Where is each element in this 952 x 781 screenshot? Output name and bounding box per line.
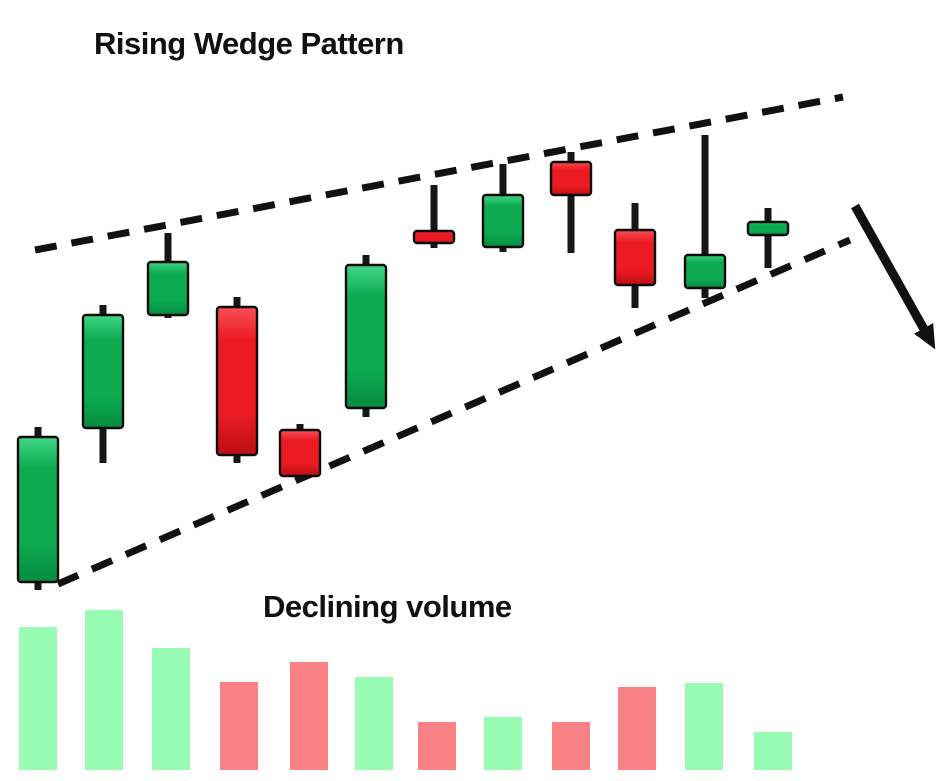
trendline-support-lower xyxy=(56,236,852,588)
candle-body-up xyxy=(481,193,525,249)
candlestick-up xyxy=(81,305,125,463)
volume-bar-up xyxy=(754,732,792,770)
volume-bar-down xyxy=(290,662,328,770)
trendline-resistance-upper xyxy=(34,93,844,254)
candle-wick xyxy=(764,208,772,268)
volume-bar-up xyxy=(19,627,57,770)
candle-wick xyxy=(567,152,575,253)
chart-title: Rising Wedge Pattern xyxy=(94,26,404,61)
volume-bar-down xyxy=(418,722,456,770)
candle-wick xyxy=(430,185,438,248)
candle-body-up xyxy=(16,435,60,584)
candle-body-down xyxy=(613,228,657,287)
candle-body-down xyxy=(412,229,456,245)
candlestick-up xyxy=(683,135,727,298)
candle-body-up xyxy=(146,260,190,317)
candlestick-down xyxy=(278,424,322,478)
candle-body-up xyxy=(81,313,125,430)
volume-bar-up xyxy=(85,610,123,770)
candlestick-down xyxy=(215,297,259,463)
candlestick-up xyxy=(481,164,525,252)
candlestick-down xyxy=(412,185,456,248)
volume-bar-up xyxy=(484,717,522,770)
volume-bar-up xyxy=(355,677,393,770)
candlestick-up xyxy=(16,427,60,590)
candle-body-down xyxy=(215,305,259,457)
candle-wick xyxy=(701,135,709,298)
breakout-arrow xyxy=(851,203,936,350)
volume-bar-up xyxy=(685,683,723,770)
candle-body-up xyxy=(683,253,727,290)
candlestick-down xyxy=(613,203,657,308)
candlestick-up xyxy=(746,208,790,268)
candle-body-down xyxy=(549,160,593,197)
candle-body-up xyxy=(344,263,388,410)
candlestick-down xyxy=(549,152,593,253)
volume-bar-down xyxy=(220,682,258,770)
candle-body-up xyxy=(746,220,790,237)
candle-body-down xyxy=(278,428,322,478)
volume-bar-down xyxy=(618,687,656,770)
volume-bar-up xyxy=(152,648,190,770)
volume-bar-down xyxy=(552,722,590,770)
volume-label: Declining volume xyxy=(263,589,512,624)
candlestick-up xyxy=(146,233,190,318)
candlestick-up xyxy=(344,255,388,417)
